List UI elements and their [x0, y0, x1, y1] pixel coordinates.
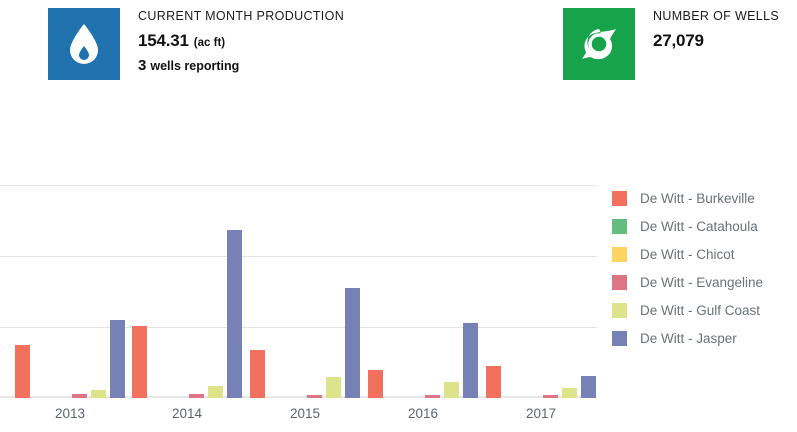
bar[interactable] [307, 395, 322, 398]
legend-item[interactable]: De Witt - Burkeville [612, 184, 792, 212]
stat-caption: NUMBER OF WELLS [653, 9, 780, 23]
bar[interactable] [425, 395, 440, 398]
legend-item[interactable]: De Witt - Gulf Coast [612, 296, 792, 324]
legend-label: De Witt - Gulf Coast [640, 302, 761, 318]
stat-card-wells: NUMBER OF WELLS 27,079 [563, 8, 779, 80]
axis-baseline [0, 396, 597, 398]
legend-item[interactable]: De Witt - Jasper [612, 324, 792, 352]
legend-swatch-icon [612, 302, 627, 318]
bar[interactable] [110, 319, 125, 398]
bar[interactable] [345, 287, 360, 398]
legend-label: De Witt - Catahoula [640, 218, 758, 234]
stat-text-wells: NUMBER OF WELLS 27,079 [653, 8, 779, 58]
legend-label: De Witt - Chicot [640, 246, 735, 262]
bar[interactable] [227, 229, 242, 398]
stat-value-row: 27,079 [653, 32, 779, 49]
well-icon [563, 8, 635, 80]
bar[interactable] [72, 393, 87, 398]
bar[interactable] [15, 344, 30, 398]
stat-sub-text: wells reporting [150, 59, 240, 73]
bar[interactable] [562, 388, 577, 398]
water-drop-icon [48, 8, 120, 80]
legend-swatch-icon [612, 274, 627, 290]
bar[interactable] [581, 376, 596, 398]
legend-label: De Witt - Evangeline [640, 274, 764, 290]
legend-swatch-icon [612, 190, 627, 206]
x-axis-tick-2015: 2015 [289, 406, 321, 421]
legend-label: De Witt - Burkeville [640, 190, 755, 206]
stat-text-production: CURRENT MONTH PRODUCTION 154.31 (ac ft) … [138, 8, 344, 73]
legend-swatch-icon [612, 218, 627, 234]
stat-card-production: CURRENT MONTH PRODUCTION 154.31 (ac ft) … [48, 8, 344, 80]
legend-label: De Witt - Jasper [640, 330, 737, 346]
stat-unit: (ac ft) [193, 36, 226, 49]
bar[interactable] [368, 369, 383, 398]
bar[interactable] [189, 394, 204, 398]
stat-value-row: 154.31 (ac ft) [138, 32, 344, 50]
x-axis-tick-2017: 2017 [525, 406, 557, 421]
x-axis-tick-2014: 2014 [171, 406, 203, 421]
bar[interactable] [444, 382, 459, 398]
chart-legend: De Witt - Burkeville De Witt - Catahoula D… [612, 184, 792, 352]
bar[interactable] [91, 390, 106, 398]
gridline [0, 327, 597, 328]
gridline [0, 256, 597, 257]
gridline [0, 185, 597, 186]
bar[interactable] [486, 366, 501, 398]
plot-area [0, 185, 597, 398]
bar[interactable] [250, 349, 265, 398]
stat-sub-row: 3 wells reporting [138, 58, 344, 73]
bar[interactable] [326, 377, 341, 398]
bar[interactable] [543, 395, 558, 398]
legend-item[interactable]: De Witt - Evangeline [612, 268, 792, 296]
legend-swatch-icon [612, 246, 627, 262]
bar-chart: 2013 2014 2015 2016 2017 [0, 185, 597, 421]
bar[interactable] [208, 385, 223, 398]
legend-swatch-icon [612, 330, 627, 346]
bar[interactable] [132, 325, 147, 398]
legend-item[interactable]: De Witt - Chicot [612, 240, 792, 268]
stat-caption: CURRENT MONTH PRODUCTION [138, 9, 345, 23]
stat-value: 27,079 [653, 30, 704, 50]
stat-sub-number: 3 [138, 57, 147, 74]
x-axis-tick-2013: 2013 [54, 406, 86, 421]
legend-item[interactable]: De Witt - Catahoula [612, 212, 792, 240]
x-axis-tick-2016: 2016 [407, 406, 439, 421]
stat-value: 154.31 [138, 30, 189, 50]
bar[interactable] [463, 323, 478, 398]
